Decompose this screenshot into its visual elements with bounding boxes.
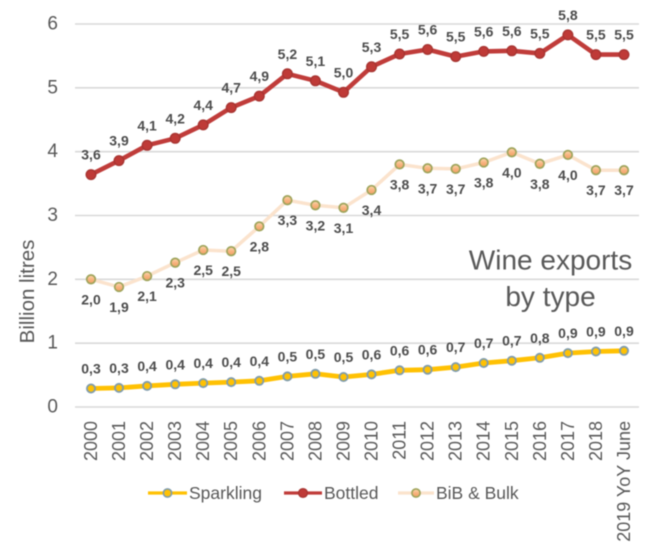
svg-text:0,4: 0,4 [250,353,270,369]
svg-text:5,8: 5,8 [558,7,578,23]
svg-text:0: 0 [47,397,58,418]
svg-text:0,6: 0,6 [418,342,438,358]
svg-text:5,1: 5,1 [306,53,326,69]
svg-text:2017: 2017 [558,421,578,461]
svg-text:2,0: 2,0 [81,291,101,307]
svg-text:0,5: 0,5 [306,346,326,362]
svg-text:2: 2 [47,269,58,290]
svg-text:1,9: 1,9 [109,299,129,315]
svg-text:2,1: 2,1 [137,288,157,304]
svg-text:4,4: 4,4 [193,97,213,113]
svg-text:2008: 2008 [305,421,325,461]
svg-text:2009: 2009 [334,421,354,461]
svg-text:2007: 2007 [277,421,297,461]
svg-text:3: 3 [47,205,58,226]
svg-text:4,0: 4,0 [558,167,578,183]
svg-text:0,9: 0,9 [614,323,634,339]
svg-text:3,7: 3,7 [586,182,606,198]
svg-text:Bottled: Bottled [324,483,378,503]
svg-text:0,9: 0,9 [558,325,578,341]
svg-text:0,7: 0,7 [446,339,466,355]
svg-text:2014: 2014 [474,421,494,461]
svg-text:5,5: 5,5 [390,26,410,42]
svg-text:3,1: 3,1 [334,220,354,236]
svg-text:6: 6 [47,14,58,35]
svg-text:0,7: 0,7 [474,335,494,351]
svg-text:2002: 2002 [137,421,157,461]
svg-text:2016: 2016 [530,421,550,461]
svg-text:2012: 2012 [418,421,438,461]
svg-text:0,8: 0,8 [530,330,550,346]
svg-text:0,7: 0,7 [502,333,522,349]
svg-text:3,8: 3,8 [530,176,550,192]
svg-text:2015: 2015 [502,421,522,461]
svg-text:2006: 2006 [249,421,269,461]
svg-text:4,1: 4,1 [137,117,157,133]
svg-text:0,6: 0,6 [390,342,410,358]
svg-text:3,4: 3,4 [362,202,382,218]
svg-text:2004: 2004 [193,421,213,461]
svg-text:5: 5 [47,77,58,98]
svg-text:4,7: 4,7 [221,80,241,96]
svg-text:3,9: 3,9 [109,133,129,149]
svg-text:4,2: 4,2 [165,110,185,126]
svg-text:0,4: 0,4 [221,354,241,370]
svg-text:2,8: 2,8 [250,238,270,254]
svg-text:5,5: 5,5 [614,27,634,43]
svg-text:2001: 2001 [109,421,129,461]
svg-text:Sparkling: Sparkling [189,483,262,503]
svg-text:1: 1 [47,333,58,354]
svg-text:by type: by type [505,281,595,312]
svg-text:2018: 2018 [586,421,606,461]
svg-text:5,5: 5,5 [446,29,466,45]
svg-text:5,2: 5,2 [278,46,298,62]
svg-text:3,3: 3,3 [278,212,298,228]
svg-text:2003: 2003 [165,421,185,461]
svg-text:3,8: 3,8 [474,175,494,191]
svg-text:5,6: 5,6 [418,22,438,38]
svg-text:4: 4 [47,141,58,162]
svg-text:2000: 2000 [81,421,101,461]
svg-text:0,4: 0,4 [193,355,213,371]
svg-text:5,6: 5,6 [502,23,522,39]
svg-text:5,3: 5,3 [362,39,382,55]
svg-text:0,4: 0,4 [137,358,157,374]
svg-text:4,9: 4,9 [250,68,270,84]
svg-text:0,3: 0,3 [81,361,101,377]
svg-text:5,0: 5,0 [334,64,354,80]
svg-text:3,7: 3,7 [418,180,438,196]
svg-text:2010: 2010 [362,421,382,461]
svg-text:3,7: 3,7 [446,181,466,197]
svg-text:2,3: 2,3 [165,275,185,291]
svg-text:Billion litres: Billion litres [16,240,39,344]
svg-text:5,5: 5,5 [530,25,550,41]
svg-text:5,5: 5,5 [586,27,606,43]
svg-text:0,9: 0,9 [586,324,606,340]
svg-text:4,0: 4,0 [502,164,522,180]
svg-text:3,6: 3,6 [81,147,101,163]
svg-text:BiB & Bulk: BiB & Bulk [436,483,519,503]
svg-text:2011: 2011 [390,421,410,460]
svg-text:2013: 2013 [446,421,466,461]
svg-text:0,3: 0,3 [109,360,129,376]
svg-text:2,5: 2,5 [193,262,213,278]
svg-text:2,5: 2,5 [221,263,241,279]
svg-text:0,5: 0,5 [334,349,354,365]
svg-text:2019 YoY June: 2019 YoY June [614,421,634,542]
svg-text:2005: 2005 [221,421,241,461]
svg-text:5,6: 5,6 [474,23,494,39]
svg-text:0,4: 0,4 [165,356,185,372]
svg-text:Wine exports: Wine exports [469,245,632,276]
svg-text:3,2: 3,2 [306,217,326,233]
svg-text:0,6: 0,6 [362,346,382,362]
svg-text:3,8: 3,8 [390,176,410,192]
svg-text:0,5: 0,5 [278,348,298,364]
svg-text:3,7: 3,7 [614,182,634,198]
